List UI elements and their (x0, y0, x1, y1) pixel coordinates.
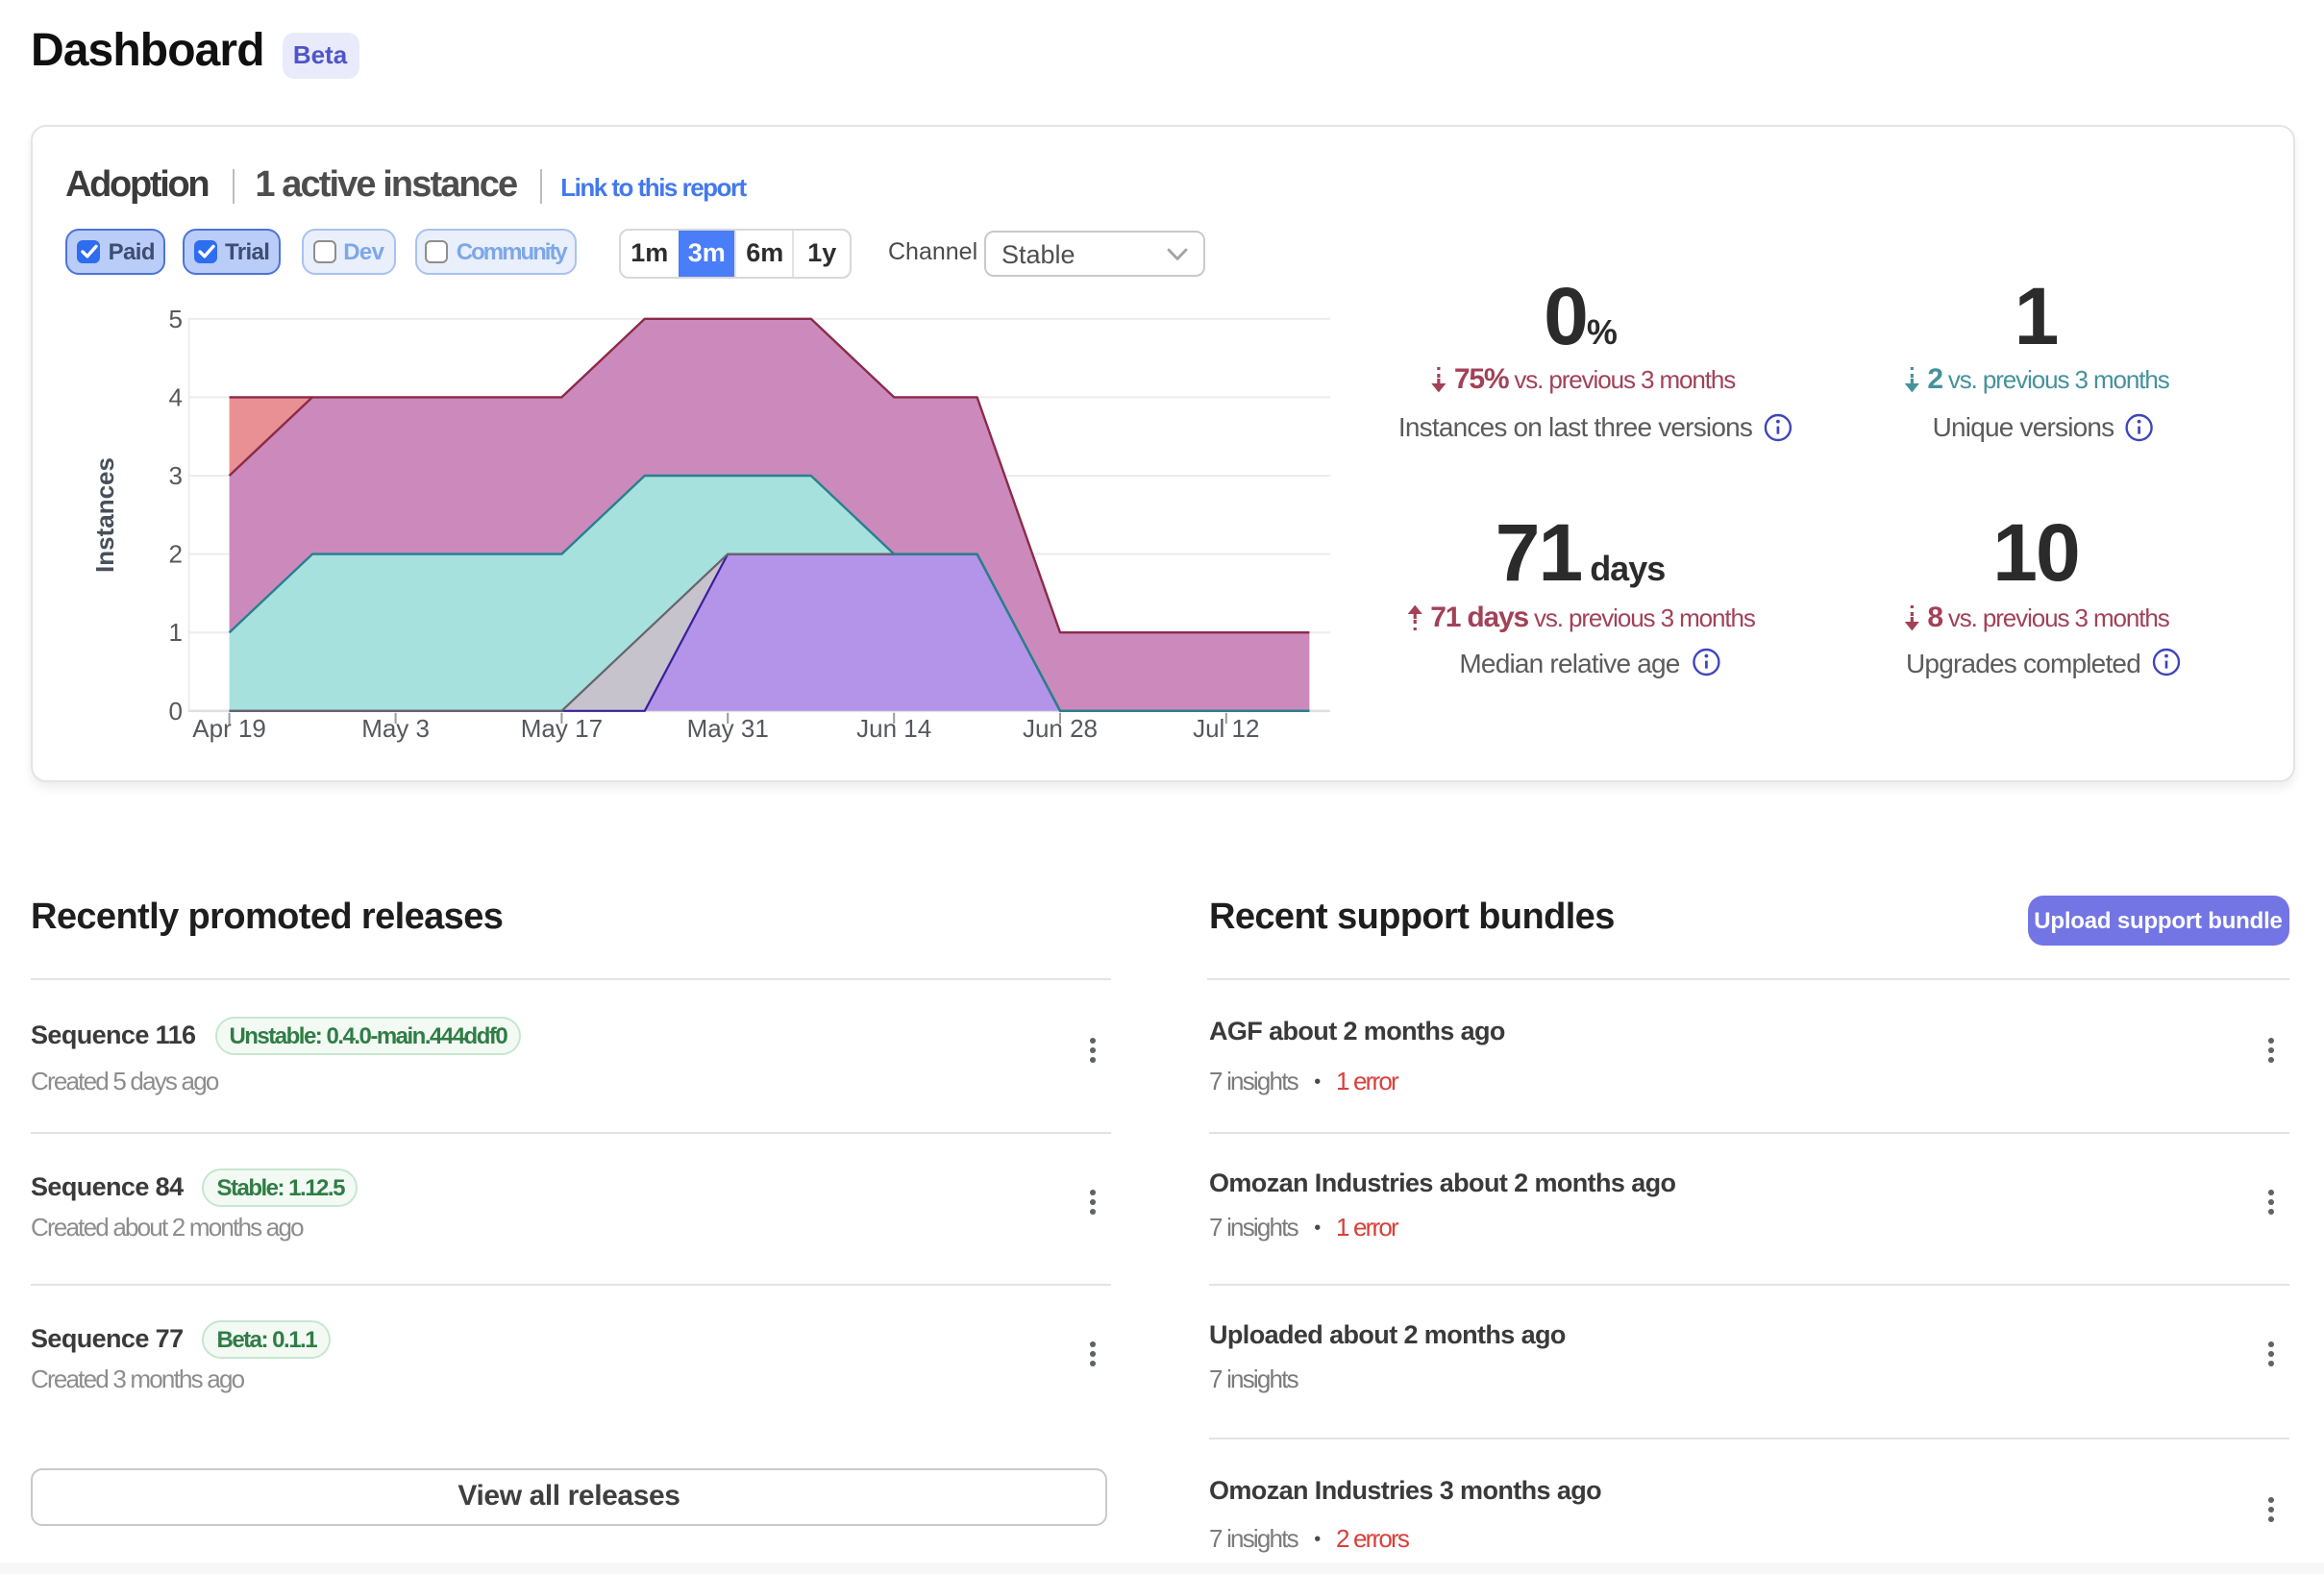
svg-text:Jun 28: Jun 28 (1023, 714, 1098, 743)
svg-text:Instances: Instances (90, 457, 119, 573)
svg-text:3: 3 (169, 461, 183, 490)
svg-text:0: 0 (169, 697, 183, 726)
svg-text:2: 2 (169, 540, 183, 569)
svg-text:1: 1 (169, 618, 183, 647)
svg-text:May 17: May 17 (521, 714, 603, 743)
svg-text:Jun 14: Jun 14 (856, 714, 931, 743)
svg-text:May 31: May 31 (687, 714, 769, 743)
svg-text:May 3: May 3 (361, 714, 430, 743)
svg-text:5: 5 (169, 305, 183, 333)
svg-text:4: 4 (169, 382, 183, 411)
svg-text:Jul 12: Jul 12 (1193, 714, 1259, 743)
svg-text:Apr 19: Apr 19 (192, 714, 266, 743)
